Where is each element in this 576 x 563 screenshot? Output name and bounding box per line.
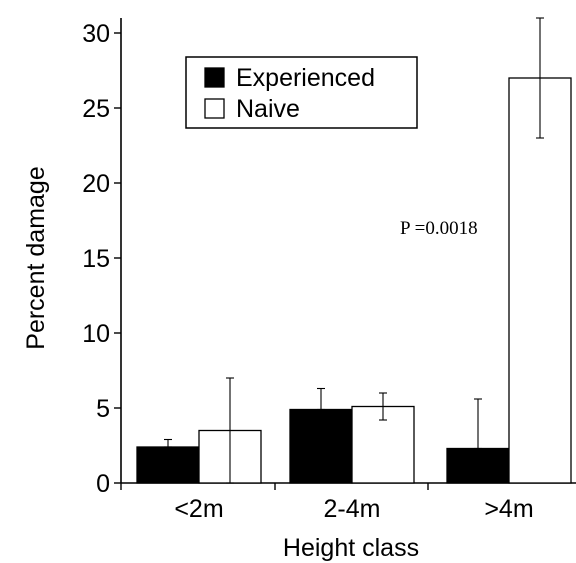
legend-swatch-naive [204, 98, 225, 119]
y-tick-label: 0 [96, 470, 110, 498]
legend: Experienced Naive [185, 56, 418, 129]
error-bars [164, 17, 544, 484]
p-value-annotation: P =0.0018 [400, 218, 478, 239]
y-tick-label: 25 [82, 95, 110, 123]
bar-naive-2 [508, 77, 572, 484]
y-tick-label: 5 [96, 395, 110, 423]
y-tick-label: 15 [82, 245, 110, 273]
bar-experienced-1 [289, 408, 353, 484]
x-tick-label: 2-4m [324, 495, 381, 523]
legend-label-naive: Naive [236, 95, 300, 123]
y-tick-label: 20 [82, 170, 110, 198]
x-tick-label: >4m [484, 495, 533, 523]
y-axis-label: Percent damage [22, 166, 50, 349]
bars [136, 77, 572, 484]
legend-swatch-experienced [204, 67, 225, 88]
y-tick-label: 10 [82, 320, 110, 348]
legend-label-experienced: Experienced [236, 64, 375, 92]
bar-experienced-2 [446, 447, 510, 484]
bar-experienced-0 [136, 446, 200, 484]
axes: 0 5 10 15 20 25 30 <2m 2-4m >4m [82, 18, 576, 523]
x-tick-label: <2m [174, 495, 223, 523]
annotations: P =0.0018 [400, 218, 478, 239]
y-tick-label: 30 [82, 20, 110, 48]
x-axis-label: Height class [283, 534, 419, 562]
